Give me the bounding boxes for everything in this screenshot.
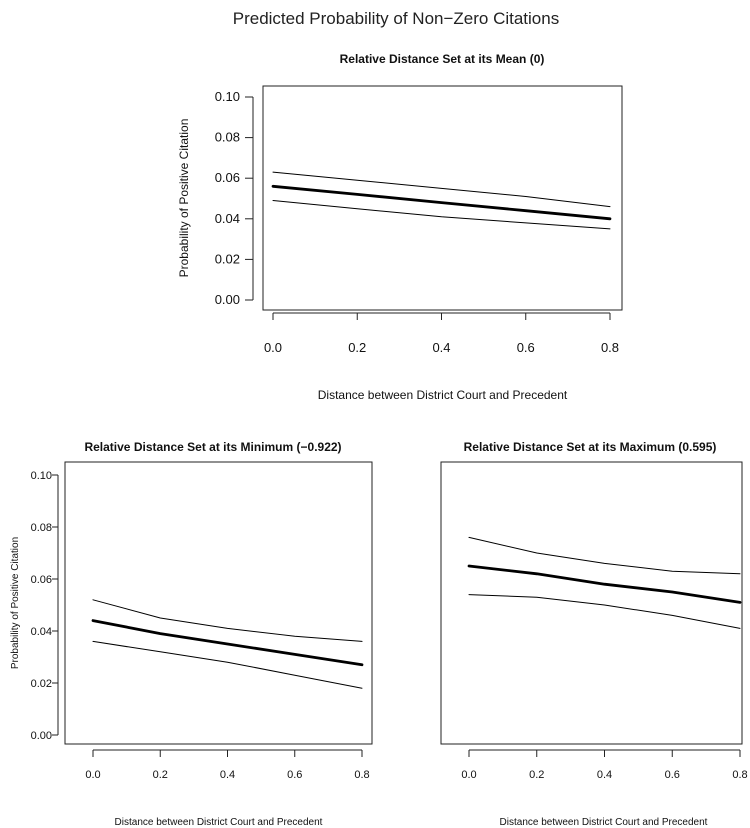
y-tick-label: 0.06: [215, 170, 240, 185]
series-line-estimate: [271, 184, 612, 221]
x-axis-label: Distance between District Court and Prec…: [318, 388, 568, 402]
series-line-upper-bound: [468, 536, 741, 575]
chart-panel-1: Relative Distance Set at its Mean (0) 0.0…: [177, 52, 623, 402]
x-tick-label: 0.6: [287, 769, 302, 781]
x-tick-label: 0.0: [264, 340, 282, 355]
x-axis: 0.0 0.2 0.4 0.6 0.8: [461, 749, 748, 781]
plot-frame: [64, 461, 373, 745]
y-tick-label: 0.08: [215, 130, 240, 145]
y-tick-label: 0.00: [31, 730, 52, 742]
y-axis: 0.00 0.02 0.04 0.06 0.08 0.10: [215, 89, 254, 307]
x-axis-label: Distance between District Court and Prec…: [500, 817, 708, 828]
y-tick-label: 0.10: [31, 470, 52, 482]
figure-title: Predicted Probability of Non−Zero Citati…: [233, 9, 559, 28]
series-line-lower-bound: [272, 200, 611, 230]
panel-title: Relative Distance Set at its Maximum (0.…: [464, 440, 717, 454]
series-line-estimate: [91, 619, 364, 667]
x-tick-label: 0.2: [153, 769, 168, 781]
x-tick-label: 0.6: [665, 769, 680, 781]
y-axis: 0.00 0.02 0.04 0.06 0.08 0.10: [31, 470, 59, 742]
series-line-upper-bound: [272, 171, 611, 208]
series-line-lower-bound: [468, 594, 741, 629]
y-tick-label: 0.00: [215, 292, 240, 307]
x-tick-label: 0.2: [529, 769, 544, 781]
y-tick-label: 0.02: [31, 678, 52, 690]
x-tick-label: 0.0: [85, 769, 100, 781]
series-line-upper-bound: [92, 599, 363, 642]
x-tick-label: 0.2: [348, 340, 366, 355]
y-axis-label: Probability of Positive Citation: [10, 537, 21, 669]
plot-frame: [262, 85, 623, 311]
plot-frame: [440, 461, 743, 745]
x-tick-label: 0.8: [354, 769, 369, 781]
x-tick-label: 0.4: [220, 769, 235, 781]
y-tick-label: 0.06: [31, 574, 52, 586]
y-tick-label: 0.02: [215, 251, 240, 266]
y-tick-label: 0.04: [215, 211, 240, 226]
chart-panel-2: Relative Distance Set at its Minimum (−0…: [10, 440, 373, 828]
x-tick-label: 0.4: [597, 769, 612, 781]
x-tick-label: 0.6: [517, 340, 535, 355]
x-tick-label: 0.8: [601, 340, 619, 355]
y-axis-label: Probability of Positive Citation: [177, 119, 191, 278]
x-tick-label: 0.8: [732, 769, 747, 781]
chart-panel-3: Relative Distance Set at its Maximum (0.…: [440, 440, 748, 828]
panel-title: Relative Distance Set at its Mean (0): [340, 52, 545, 66]
y-tick-label: 0.08: [31, 522, 52, 534]
series-line-lower-bound: [92, 640, 363, 689]
series-line-estimate: [467, 564, 742, 604]
panel-title: Relative Distance Set at its Minimum (−0…: [84, 440, 341, 454]
y-tick-label: 0.10: [215, 89, 240, 104]
x-tick-label: 0.0: [461, 769, 476, 781]
y-tick-label: 0.04: [31, 626, 52, 638]
x-axis-label: Distance between District Court and Prec…: [115, 817, 323, 828]
x-tick-label: 0.4: [432, 340, 450, 355]
x-axis: 0.0 0.2 0.4 0.6 0.8: [264, 312, 619, 355]
x-axis: 0.0 0.2 0.4 0.6 0.8: [85, 749, 370, 781]
